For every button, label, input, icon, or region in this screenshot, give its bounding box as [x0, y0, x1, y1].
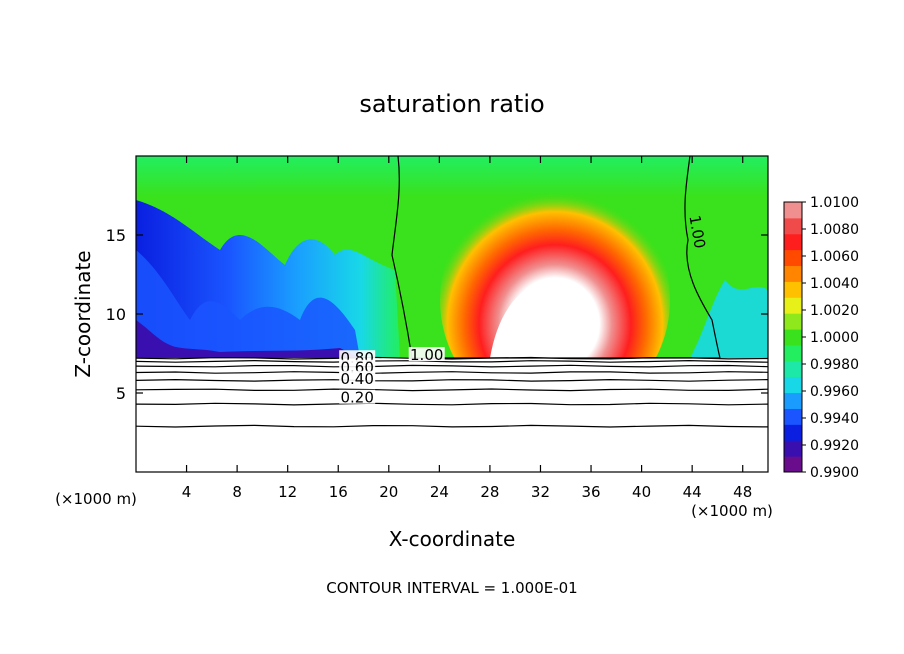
- colorbar-swatch: [784, 360, 802, 378]
- x-axis: 4 8 12 16 20 24 28 32 36 40 44 48: [182, 156, 752, 501]
- x-tick-label: 28: [480, 483, 499, 501]
- contour-label: 0.40: [340, 370, 373, 388]
- colorbar-swatch: [784, 297, 802, 314]
- x-tick-label: 16: [329, 483, 348, 501]
- colorbar-label: 0.9920: [810, 438, 859, 454]
- lower-contour-line: [136, 388, 768, 392]
- lower-contour-line: [136, 359, 768, 363]
- y-tick-label: 15: [106, 226, 126, 245]
- saturation-field: [136, 156, 768, 472]
- x-tick-label: 40: [632, 483, 651, 501]
- colorbar-label: 1.0020: [810, 303, 859, 319]
- y-tick-label: 10: [106, 305, 126, 324]
- colorbar-swatch: [784, 440, 802, 457]
- colorbar-label: 1.0100: [810, 195, 859, 211]
- cloud-core: [490, 279, 580, 358]
- left-purple-base: [136, 320, 360, 358]
- contour-label-bg: [339, 359, 376, 374]
- colorbar-swatch: [784, 217, 802, 235]
- contour-label-bg: [339, 370, 376, 385]
- x-tick-label: 4: [182, 483, 192, 501]
- colorbar-label: 1.0060: [810, 249, 859, 265]
- colorbar-label: 0.9960: [810, 384, 859, 400]
- x-tick-label: 44: [683, 483, 702, 501]
- contour-label: 1.00: [410, 346, 443, 364]
- colorbar-label: 1.0080: [810, 222, 859, 238]
- contour-interval-footer: CONTOUR INTERVAL = 1.000E-01: [326, 579, 577, 597]
- right-cyan-region: [690, 280, 768, 358]
- x-tick-label: 12: [278, 483, 297, 501]
- y-axis-label: Z-coordinate: [71, 250, 95, 377]
- colorbar-swatch: [784, 329, 802, 346]
- contour-1.00-right: [684, 156, 721, 359]
- colorbar-swatch: [784, 313, 802, 330]
- colorbar-swatch: [784, 344, 802, 362]
- lower-contour-line: [136, 356, 768, 360]
- colorbar-swatch: [784, 392, 802, 409]
- x-unit-label-left: (×1000 m): [55, 490, 137, 508]
- x-tick-label: 8: [232, 483, 242, 501]
- lower-white-region: [136, 358, 768, 472]
- colorbar: 1.0100 1.0080 1.0060 1.0040 1.0020 1.0000 0.99…: [783, 195, 859, 481]
- contour-label: 1.00: [685, 214, 709, 250]
- y-axis: 5 10 15: [106, 226, 768, 403]
- lower-contour-line: [136, 424, 768, 428]
- contour-label-bg: [339, 389, 376, 404]
- colorbar-swatch: [784, 249, 802, 267]
- contour-label: 0.20: [340, 389, 373, 407]
- lower-contour-lines: [136, 356, 768, 428]
- x-tick-label: 24: [430, 483, 449, 501]
- colorbar-label: 1.0040: [810, 276, 859, 292]
- colorbar-label: 0.9940: [810, 411, 859, 427]
- x-tick-label: 20: [379, 483, 398, 501]
- colorbar-swatch: [784, 233, 802, 251]
- colorbar-swatch: [784, 281, 802, 298]
- upper-layer-shade: [136, 156, 768, 196]
- colorbar-swatch: [784, 456, 802, 473]
- x-axis-label: X-coordinate: [389, 527, 516, 551]
- colorbar-label: 1.0000: [810, 330, 859, 346]
- colorbar-swatch: [784, 265, 802, 282]
- colorbar-label: 0.9900: [810, 465, 859, 481]
- colorbar-swatch: [784, 424, 802, 441]
- colorbar-swatch: [784, 408, 802, 425]
- lower-contour-line: [136, 402, 768, 406]
- colorbar-swatch: [784, 376, 802, 394]
- lower-contour-line: [136, 378, 768, 382]
- colorbar-label: 0.9980: [810, 357, 859, 373]
- y-tick-label: 5: [116, 384, 126, 403]
- colorbar-swatch: [784, 202, 802, 219]
- x-unit-label-right: (×1000 m): [691, 502, 773, 520]
- left-deep-blue-core: [136, 250, 360, 358]
- lower-contour-line: [136, 371, 768, 374]
- contour-label-bg: [408, 347, 445, 362]
- contour-1.00-left: [391, 156, 413, 359]
- chart-title: saturation ratio: [359, 90, 544, 118]
- x-tick-label: 36: [581, 483, 600, 501]
- lower-contour-line: [136, 364, 768, 368]
- contour-labels: 1.001.000.800.600.400.20: [339, 214, 709, 407]
- x-tick-label: 48: [733, 483, 752, 501]
- x-tick-label: 32: [531, 483, 550, 501]
